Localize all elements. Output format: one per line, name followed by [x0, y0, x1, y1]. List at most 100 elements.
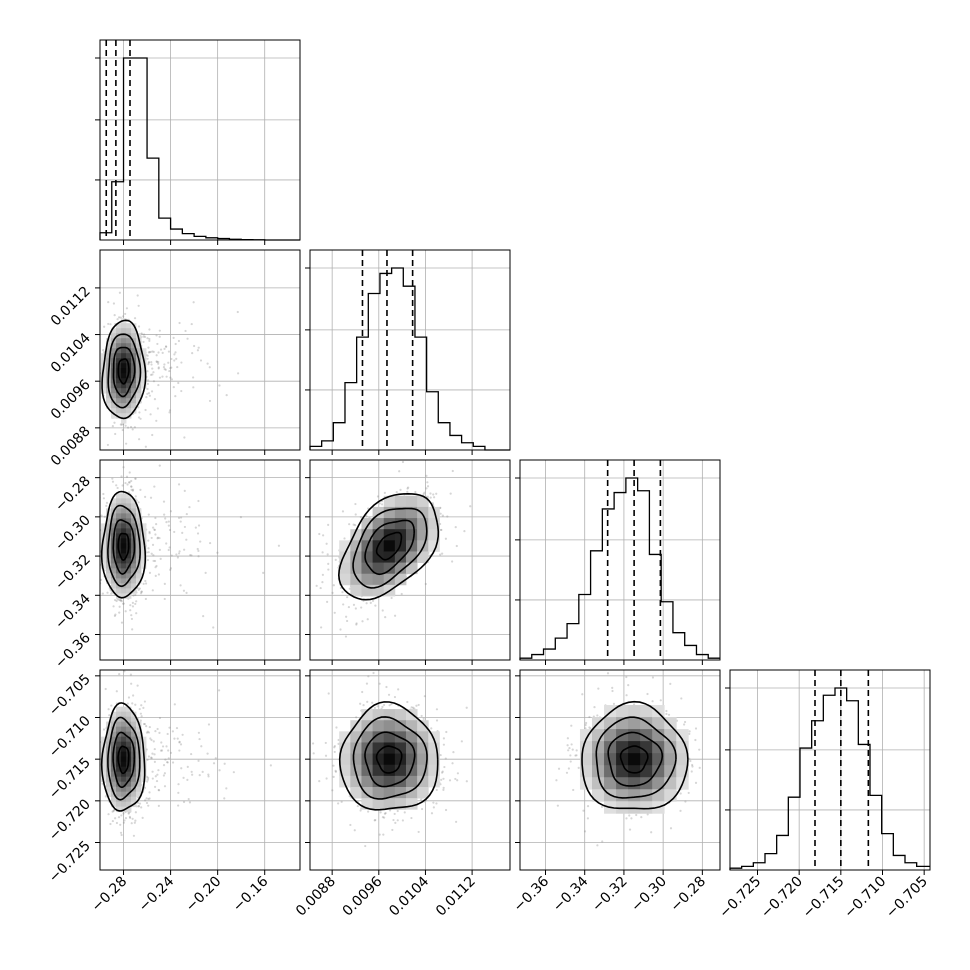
scatter-point	[179, 584, 182, 587]
density-cell	[126, 513, 132, 519]
scatter-point	[423, 695, 426, 698]
density-cell	[111, 408, 117, 414]
scatter-point	[237, 372, 240, 375]
scatter-point	[196, 349, 200, 352]
scatter-point	[96, 522, 98, 524]
density-cell	[136, 786, 142, 793]
scatter-point	[138, 438, 141, 441]
scatter-point	[429, 492, 432, 495]
scatter-point	[333, 745, 336, 748]
scatter-point	[167, 524, 170, 527]
scatter-point	[144, 579, 147, 583]
scatter-point	[97, 778, 99, 780]
scatter-point	[426, 481, 429, 484]
density-cell	[131, 563, 137, 569]
scatter-point	[164, 345, 168, 348]
scatter-point	[157, 360, 160, 364]
density-cell	[101, 388, 107, 394]
scatter-point	[156, 536, 160, 539]
scatter-point	[354, 513, 357, 516]
scatter-point	[365, 602, 368, 605]
density-cell	[121, 533, 127, 539]
scatter-point	[197, 759, 200, 762]
scatter-point	[399, 488, 402, 491]
scatter-point	[441, 514, 444, 517]
density-cell	[136, 766, 142, 773]
scatter-point	[165, 745, 168, 748]
density-cell	[383, 506, 396, 519]
scatter-point	[212, 626, 215, 629]
scatter-point	[218, 384, 221, 387]
density-cell	[141, 353, 147, 359]
contour-1-0-0	[117, 358, 130, 385]
scatter-point	[157, 804, 160, 808]
scatter-point	[138, 707, 141, 711]
scatter-point	[162, 365, 166, 369]
scatter-point	[346, 619, 349, 623]
scatter-point	[100, 578, 103, 582]
scatter-point	[190, 770, 193, 773]
scatter-point	[146, 354, 149, 357]
density-cell	[121, 378, 127, 384]
scatter-point	[177, 791, 180, 794]
density-cell	[116, 513, 122, 519]
scatter-point	[147, 797, 150, 801]
density-cell	[106, 548, 112, 554]
scatter-point	[388, 704, 391, 707]
scatter-point	[152, 559, 155, 563]
scatter-point	[154, 566, 157, 569]
scatter-point	[144, 445, 147, 448]
scatter-point	[173, 353, 176, 356]
density-cell	[136, 761, 142, 768]
scatter-point	[334, 769, 337, 772]
scatter-point	[145, 801, 149, 805]
density-cell	[111, 523, 117, 529]
scatter-point	[192, 386, 195, 389]
density-cell	[111, 348, 117, 354]
scatter-point	[347, 605, 350, 609]
scatter-point	[168, 369, 171, 373]
scatter-point	[191, 773, 194, 776]
scatter-point	[378, 833, 381, 836]
scatter-point	[121, 484, 124, 487]
scatter-point	[134, 811, 137, 814]
scatter-point	[395, 491, 398, 494]
scatter-point	[147, 346, 150, 349]
scatter-point	[417, 703, 420, 707]
scatter-point	[125, 442, 128, 445]
scatter-point	[155, 334, 158, 337]
density-cell	[121, 513, 127, 519]
scatter-point	[145, 396, 148, 399]
scatter-point	[383, 491, 386, 494]
scatter-point	[381, 816, 385, 819]
density-cell	[126, 766, 132, 773]
scatter-point	[430, 727, 433, 730]
density-cell	[101, 756, 107, 763]
scatter-point	[177, 516, 181, 520]
scatter-point	[124, 481, 127, 485]
density-cell	[116, 736, 122, 743]
scatter-point	[188, 506, 191, 509]
scatter-point	[371, 701, 374, 704]
density-cell	[111, 403, 117, 409]
density-cell	[339, 573, 351, 586]
density-cell	[101, 771, 107, 778]
scatter-point	[178, 741, 181, 744]
density-cell	[405, 551, 418, 563]
scatter-point	[361, 620, 364, 623]
scatter-point	[199, 359, 203, 362]
scatter-point	[151, 543, 155, 547]
scatter-point	[406, 490, 409, 494]
scatter-point	[331, 591, 334, 594]
scatter-point	[119, 423, 122, 426]
density-cell	[101, 736, 107, 743]
density-cell	[131, 791, 137, 798]
scatter-point	[148, 339, 151, 342]
scatter-point	[382, 816, 386, 819]
scatter-point	[190, 752, 193, 756]
scatter-point	[152, 380, 156, 383]
scatter-point	[115, 599, 118, 603]
scatter-point	[384, 812, 387, 815]
scatter-point	[410, 816, 413, 820]
